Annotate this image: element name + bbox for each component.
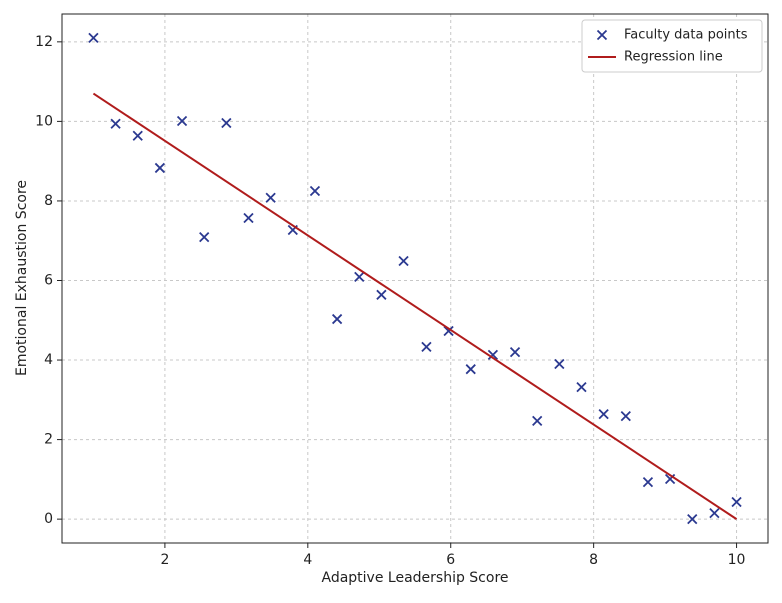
y-tick-label: 6 bbox=[44, 272, 53, 288]
y-axis-label: Emotional Exhaustion Score bbox=[14, 180, 30, 376]
data-point bbox=[331, 313, 343, 325]
data-point bbox=[687, 513, 698, 525]
regression-line bbox=[92, 92, 738, 520]
data-point bbox=[731, 496, 742, 508]
data-point bbox=[199, 231, 210, 243]
data-point bbox=[465, 364, 476, 375]
data-point bbox=[709, 508, 720, 519]
data-point bbox=[88, 32, 99, 44]
data-point bbox=[243, 212, 254, 224]
data-point bbox=[487, 349, 499, 361]
data-point bbox=[110, 118, 121, 129]
y-tick-label: 2 bbox=[44, 432, 53, 448]
data-point bbox=[598, 408, 609, 420]
legend-label: Regression line bbox=[624, 50, 723, 65]
plot-frame bbox=[61, 13, 769, 544]
y-tick-label: 12 bbox=[35, 34, 53, 50]
x-tick-label: 8 bbox=[589, 552, 598, 568]
data-point bbox=[554, 358, 565, 370]
data-point bbox=[176, 115, 188, 127]
data-point bbox=[532, 415, 543, 427]
y-tick-label: 0 bbox=[44, 511, 53, 527]
y-tick-label: 10 bbox=[35, 113, 53, 129]
data-point bbox=[576, 381, 587, 393]
legend-box bbox=[581, 19, 763, 73]
data-point bbox=[265, 192, 276, 203]
data-point bbox=[421, 341, 432, 353]
data-point bbox=[221, 117, 232, 129]
x-tick-label: 6 bbox=[446, 552, 455, 568]
x-tick-label: 10 bbox=[728, 552, 746, 568]
data-point bbox=[132, 130, 143, 141]
data-point bbox=[398, 255, 409, 267]
legend-marker bbox=[596, 29, 608, 41]
data-point bbox=[354, 271, 365, 283]
data-point bbox=[509, 346, 521, 358]
data-point bbox=[642, 477, 654, 488]
data-point bbox=[443, 325, 454, 337]
data-point bbox=[620, 410, 631, 422]
x-axis-label: Adaptive Leadership Score bbox=[321, 570, 508, 586]
y-tick-label: 8 bbox=[44, 193, 53, 209]
data-point bbox=[154, 162, 166, 174]
data-point bbox=[309, 185, 321, 197]
data-point bbox=[376, 289, 387, 300]
x-tick-label: 4 bbox=[303, 552, 312, 568]
legend-label: Faculty data points bbox=[624, 28, 748, 43]
legend: Faculty data points Regression line bbox=[581, 19, 763, 73]
x-tick-label: 2 bbox=[160, 552, 169, 568]
y-tick-label: 4 bbox=[44, 352, 53, 368]
